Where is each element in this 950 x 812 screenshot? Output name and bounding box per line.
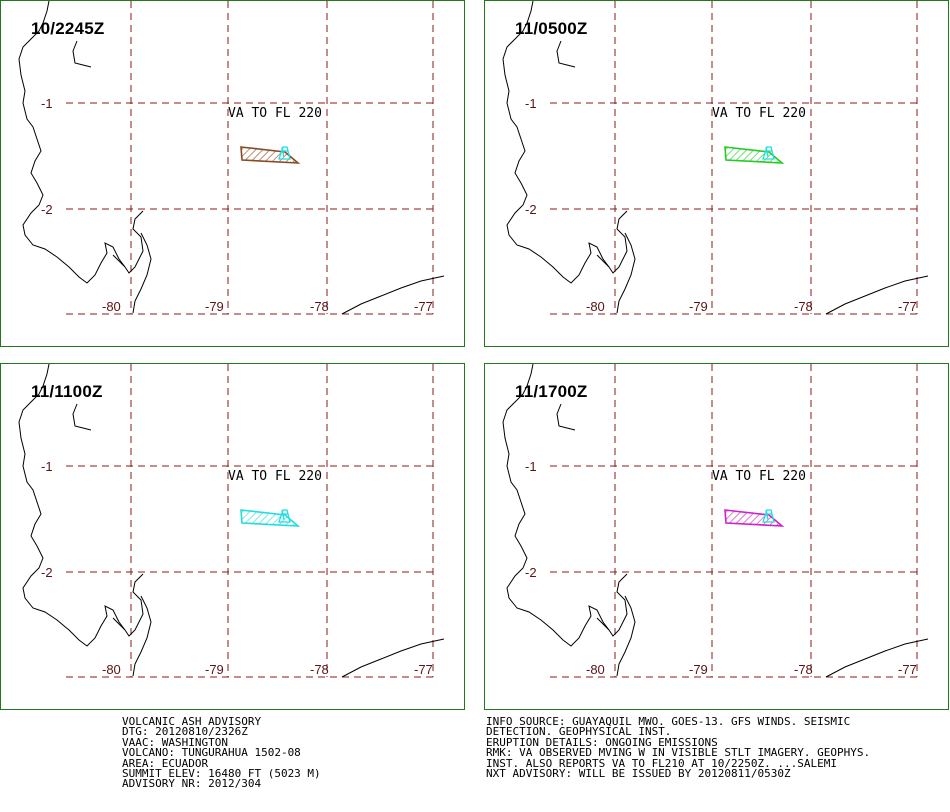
- advisory-line: VOLCANIC ASH ADVISORY: [122, 715, 262, 728]
- va-flight-level-label: VA TO FL 220: [712, 469, 806, 484]
- lon-label: -77: [414, 662, 433, 677]
- va-flight-level-label: VA TO FL 220: [228, 469, 322, 484]
- advisory-line: INST. ALSO REPORTS VA TO FL210 AT 10/225…: [486, 756, 837, 770]
- advisory-line: DTG: 20120810/2326Z: [122, 725, 248, 739]
- map-canvas: VA TO FL 220 -1 -2 -80 -79 -78 -77: [18, 364, 445, 678]
- coastline: [341, 638, 445, 678]
- va-flight-level-label: VA TO FL 220: [228, 106, 322, 121]
- lon-label: -78: [310, 299, 329, 314]
- lat-label: -1: [41, 96, 53, 111]
- lat-label: -1: [525, 96, 537, 111]
- coastline: [825, 638, 929, 678]
- advisory-line: VOLCANO: TUNGURAHUA 1502-08: [122, 746, 301, 760]
- advisory-line: ERUPTION DETAILS: ONGOING EMISSIONS: [486, 735, 718, 749]
- advisory-line: ADVISORY NR: 2012/304: [122, 777, 262, 791]
- advisory-line: SUMMIT ELEV: 16480 FT (5023 M): [122, 767, 321, 781]
- lon-label: -78: [794, 299, 813, 314]
- lon-label: -79: [689, 299, 708, 314]
- lon-label: -80: [102, 299, 121, 314]
- lon-label: -80: [586, 662, 605, 677]
- advisory-header-block: VOLCANIC ASH ADVISORY DTG: 20120810/2326…: [122, 715, 321, 791]
- advisory-details-block: INFO SOURCE: GUAYAQUIL MWO. GOES-13. GFS…: [486, 715, 871, 781]
- coastline: [72, 40, 92, 68]
- coastline: [132, 232, 152, 314]
- lon-label: -79: [205, 662, 224, 677]
- coastline: [341, 275, 445, 315]
- lon-label: -77: [898, 299, 917, 314]
- lon-label: -78: [794, 662, 813, 677]
- volcano-vent-icon: [762, 509, 775, 523]
- coastline: [132, 595, 152, 677]
- advisory-line: VAAC: WASHINGTON: [122, 735, 228, 749]
- panel-valid-time: 11/0500Z: [515, 19, 588, 38]
- advisory-line: RMK: VA OBSERVED MVING W IN VISIBLE STLT…: [486, 746, 871, 760]
- map-panel-1: VA TO FL 220 -1 -2 -80 -79 -78 -77 10/22…: [0, 0, 465, 347]
- volcano-vent-icon: [762, 146, 775, 160]
- lon-label: -79: [689, 662, 708, 677]
- map-canvas: VA TO FL 220 -1 -2 -80 -79 -78 -77: [502, 1, 929, 315]
- coastline: [616, 232, 636, 314]
- lon-label: -79: [205, 299, 224, 314]
- panel-valid-time: 11/1100Z: [31, 382, 103, 401]
- map-panel-2: VA TO FL 220 -1 -2 -80 -79 -78 -77 11/05…: [484, 0, 949, 347]
- lon-label: -77: [898, 662, 917, 677]
- lat-label: -1: [525, 459, 537, 474]
- coastline: [72, 403, 92, 431]
- volcano-vent-icon: [278, 146, 291, 160]
- panel-valid-time: 11/1700Z: [515, 382, 588, 401]
- map-canvas: VA TO FL 220 -1 -2 -80 -79 -78 -77: [18, 1, 445, 315]
- advisory-line: NXT ADVISORY: WILL BE ISSUED BY 20120811…: [486, 767, 791, 781]
- map-canvas: VA TO FL 220 -1 -2 -80 -79 -78 -77: [502, 364, 929, 678]
- map-panel-4: VA TO FL 220 -1 -2 -80 -79 -78 -77 11/17…: [484, 363, 949, 710]
- lon-label: -77: [414, 299, 433, 314]
- lat-label: -2: [525, 565, 537, 580]
- coastline: [112, 254, 126, 268]
- coastline: [556, 40, 576, 68]
- advisory-line: INFO SOURCE: GUAYAQUIL MWO. GOES-13. GFS…: [486, 715, 851, 728]
- coastline: [502, 364, 628, 647]
- coastline: [18, 1, 144, 284]
- coastline: [596, 254, 610, 268]
- coastline: [112, 617, 126, 631]
- panel-valid-time: 10/2245Z: [31, 19, 105, 38]
- lon-label: -78: [310, 662, 329, 677]
- coastline: [596, 617, 610, 631]
- lat-label: -2: [41, 202, 53, 217]
- lon-label: -80: [102, 662, 121, 677]
- lat-label: -2: [525, 202, 537, 217]
- lon-label: -80: [586, 299, 605, 314]
- va-flight-level-label: VA TO FL 220: [712, 106, 806, 121]
- lat-label: -1: [41, 459, 53, 474]
- advisory-line: DETECTION. GEOPHYSICAL INST.: [486, 725, 672, 739]
- coastline: [616, 595, 636, 677]
- advisory-line: AREA: ECUADOR: [122, 756, 209, 770]
- lat-label: -2: [41, 565, 53, 580]
- coastline: [825, 275, 929, 315]
- volcano-vent-icon: [278, 509, 291, 523]
- coastline: [502, 1, 628, 284]
- map-panel-3: VA TO FL 220 -1 -2 -80 -79 -78 -77 11/11…: [0, 363, 465, 710]
- coastline: [556, 403, 576, 431]
- coastline: [18, 364, 144, 647]
